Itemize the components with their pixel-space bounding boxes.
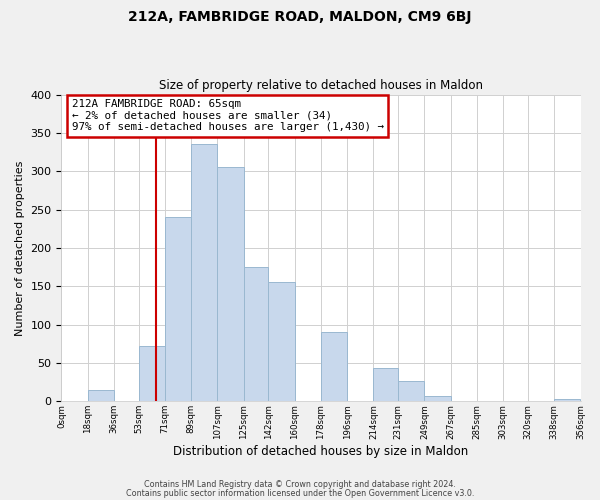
Bar: [191, 144, 217, 402]
Title: Size of property relative to detached houses in Maldon: Size of property relative to detached ho…: [159, 79, 483, 92]
Bar: [424, 396, 451, 402]
Bar: [165, 217, 191, 402]
Bar: [217, 168, 244, 402]
Bar: [139, 346, 165, 402]
Bar: [554, 399, 580, 402]
Bar: [268, 282, 295, 402]
X-axis label: Distribution of detached houses by size in Maldon: Distribution of detached houses by size …: [173, 444, 469, 458]
Bar: [398, 380, 424, 402]
Bar: [244, 267, 268, 402]
Bar: [321, 332, 347, 402]
Y-axis label: Number of detached properties: Number of detached properties: [15, 160, 25, 336]
Text: Contains public sector information licensed under the Open Government Licence v3: Contains public sector information licen…: [126, 488, 474, 498]
Text: 212A, FAMBRIDGE ROAD, MALDON, CM9 6BJ: 212A, FAMBRIDGE ROAD, MALDON, CM9 6BJ: [128, 10, 472, 24]
Bar: [88, 390, 114, 402]
Text: Contains HM Land Registry data © Crown copyright and database right 2024.: Contains HM Land Registry data © Crown c…: [144, 480, 456, 489]
Bar: [373, 368, 398, 402]
Text: 212A FAMBRIDGE ROAD: 65sqm
← 2% of detached houses are smaller (34)
97% of semi-: 212A FAMBRIDGE ROAD: 65sqm ← 2% of detac…: [72, 99, 384, 132]
